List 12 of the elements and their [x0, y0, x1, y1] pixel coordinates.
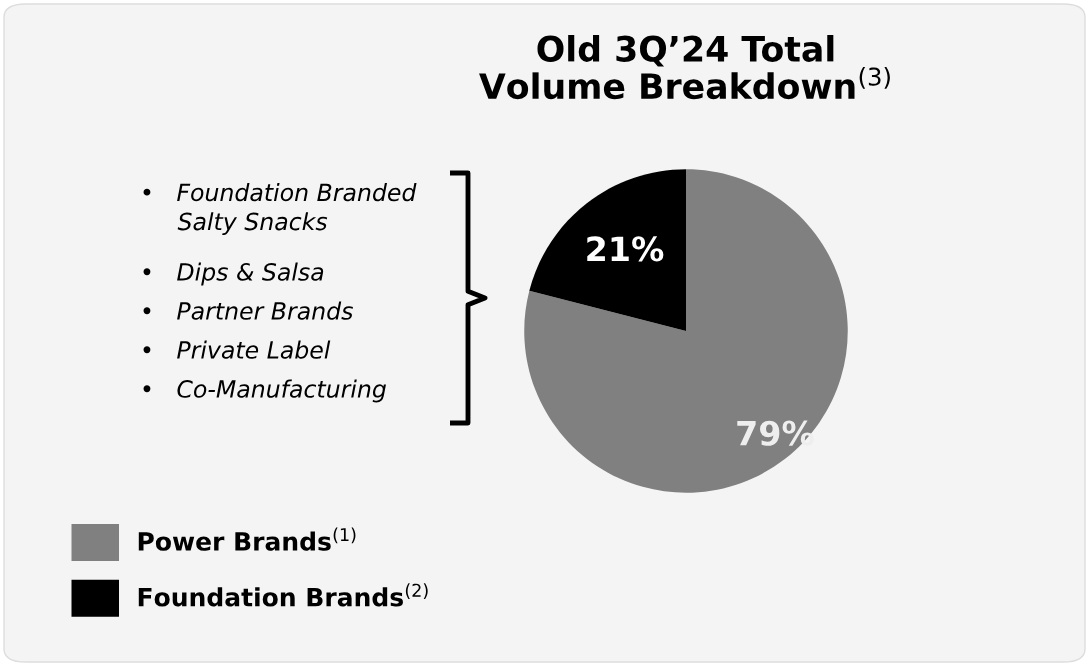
text: • Co-Manufacturing [143, 379, 386, 403]
chart-title: Old 3Q’24 Total Volume Breakdown$^{(3)}$ [479, 35, 890, 100]
text: • Dips & Salsa [143, 262, 324, 286]
legend-label: Foundation Brands$^{(2)}$ [138, 583, 428, 607]
legend-label: Power Brands$^{(1)}$ [138, 527, 356, 551]
text: • Partner Brands [143, 301, 353, 320]
text: • Private Label [143, 340, 331, 359]
pie-slice [524, 169, 848, 493]
text: • Foundation Branded Salty Snacks [143, 183, 417, 235]
data-label: 79% [737, 420, 814, 446]
data-label: 21% [587, 236, 664, 262]
pie-slice [529, 169, 686, 331]
